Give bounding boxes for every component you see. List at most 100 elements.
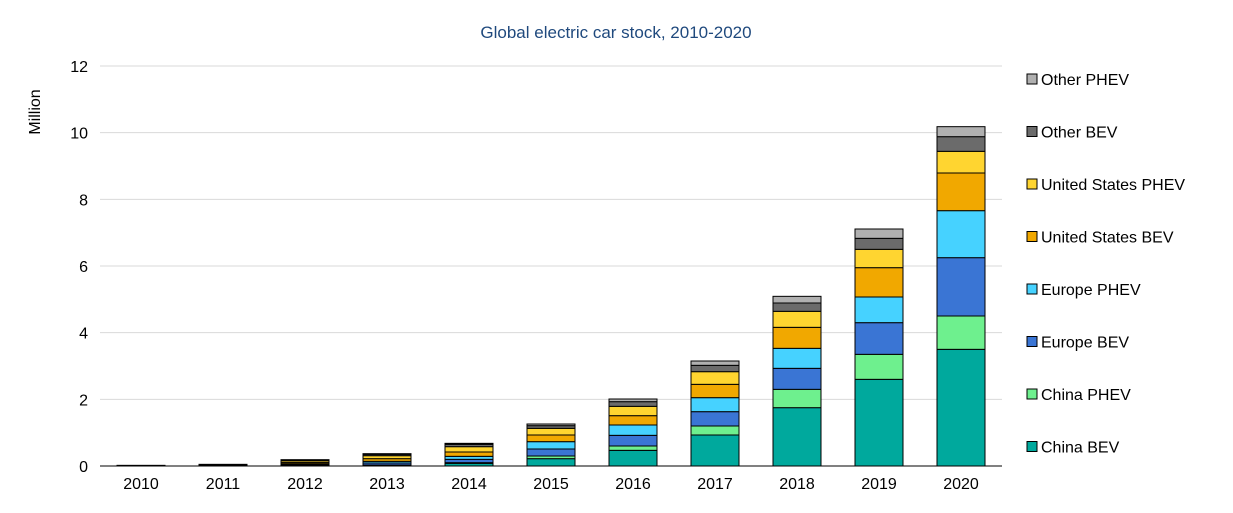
bar-segment xyxy=(936,348,986,467)
bar-segment xyxy=(854,353,904,380)
legend-swatch xyxy=(1026,388,1038,400)
bar-segment xyxy=(444,442,494,445)
bar-segment xyxy=(854,378,904,467)
legend-label: China PHEV xyxy=(1041,387,1131,404)
bar-segment xyxy=(444,446,494,453)
y-tick-label: 4 xyxy=(79,326,88,343)
bar-segment xyxy=(690,364,740,373)
bar-stack-2016 xyxy=(608,398,658,467)
bar-segment xyxy=(526,427,576,436)
bar-segment xyxy=(608,445,658,451)
bar-stack-2015 xyxy=(526,423,576,467)
bar-segment xyxy=(854,322,904,355)
bars xyxy=(116,126,986,467)
x-tick-label: 2017 xyxy=(697,476,733,493)
legend-label: United States BEV xyxy=(1041,230,1174,247)
bar-segment xyxy=(936,126,986,138)
gridlines xyxy=(100,65,1002,400)
bar-segment xyxy=(362,453,412,455)
y-tick-label: 10 xyxy=(70,126,88,143)
x-tick-label: 2020 xyxy=(943,476,979,493)
bar-segment xyxy=(854,296,904,324)
bar-stack-2013 xyxy=(362,453,412,467)
bar-segment xyxy=(936,210,986,259)
legend-label: United States PHEV xyxy=(1041,177,1185,194)
legend-item: Europe BEV xyxy=(1026,335,1129,352)
legend-swatch xyxy=(1026,336,1038,347)
x-tick-label: 2012 xyxy=(287,476,323,493)
legend-item: United States PHEV xyxy=(1026,177,1185,194)
bar-segment xyxy=(690,383,740,399)
legend-label: Other PHEV xyxy=(1041,72,1129,89)
bar-stack-2018 xyxy=(772,295,822,467)
legend-label: China BEV xyxy=(1041,440,1120,457)
bar-segment xyxy=(608,401,658,407)
bar-segment xyxy=(936,172,986,212)
bar-segment xyxy=(936,257,986,317)
x-axis-ticks: 2010 2011 2012 2013 2014 2015 2016 2017 2018 2019… xyxy=(123,476,979,493)
bar-segment xyxy=(690,425,740,436)
bar-segment xyxy=(772,310,822,328)
legend-item: Other BEV xyxy=(1026,125,1118,142)
x-tick-label: 2019 xyxy=(861,476,897,493)
bar-segment xyxy=(690,397,740,413)
bar-segment xyxy=(936,150,986,174)
bar-segment xyxy=(772,407,822,467)
bar-segment xyxy=(772,388,822,409)
legend-swatch xyxy=(1026,231,1038,242)
bar-segment xyxy=(690,371,740,385)
bar-segment xyxy=(772,367,822,390)
legend-label: Other BEV xyxy=(1041,125,1118,142)
legend-swatch xyxy=(1026,283,1038,295)
bar-segment xyxy=(608,449,658,467)
bar-stack-2017 xyxy=(690,360,740,467)
bar-stack-2019 xyxy=(854,228,904,467)
bar-segment xyxy=(772,347,822,369)
y-tick-label: 6 xyxy=(79,259,88,276)
x-tick-label: 2011 xyxy=(206,476,241,493)
bar-segment xyxy=(690,411,740,427)
y-tick-label: 12 xyxy=(70,59,88,76)
x-tick-label: 2016 xyxy=(615,476,651,493)
y-tick-label: 2 xyxy=(79,392,88,409)
y-tick-label: 8 xyxy=(79,192,88,209)
bar-segment xyxy=(608,424,658,436)
bar-segment xyxy=(854,228,904,239)
x-tick-label: 2013 xyxy=(369,476,405,493)
bar-segment xyxy=(526,423,576,427)
legend-item: China BEV xyxy=(1026,440,1120,457)
bar-segment xyxy=(608,415,658,426)
bar-segment xyxy=(608,398,658,403)
bar-segment xyxy=(772,326,822,349)
bar-segment xyxy=(772,302,822,312)
bar-segment xyxy=(526,448,576,457)
chart-title: Global electric car stock, 2010-2020 xyxy=(480,23,751,42)
legend-label: Europe PHEV xyxy=(1041,282,1141,299)
y-axis-label: Million xyxy=(27,89,44,134)
legend-item: Other PHEV xyxy=(1026,72,1129,89)
bar-segment xyxy=(608,405,658,417)
bar-segment xyxy=(526,458,576,467)
bar-stack-2020 xyxy=(936,126,986,467)
x-tick-label: 2015 xyxy=(533,476,569,493)
bar-stack-2012 xyxy=(280,459,330,467)
y-tick-label: 0 xyxy=(79,459,88,476)
legend-item: China PHEV xyxy=(1026,387,1131,404)
bar-segment xyxy=(936,315,986,350)
bar-stack-2014 xyxy=(444,442,494,467)
x-tick-label: 2014 xyxy=(451,476,487,493)
legend-item: Europe PHEV xyxy=(1026,282,1141,299)
legend-swatch xyxy=(1026,126,1038,137)
legend-item: United States BEV xyxy=(1026,230,1174,247)
bar-segment xyxy=(854,248,904,269)
bar-segment xyxy=(444,451,494,457)
bar-segment xyxy=(526,441,576,450)
bar-segment xyxy=(526,434,576,443)
legend: Other PHEV Other BEV United States PHEV Uni… xyxy=(1026,72,1185,457)
bar-segment xyxy=(936,136,986,152)
bar-segment xyxy=(690,434,740,467)
x-tick-label: 2018 xyxy=(779,476,815,493)
legend-label: Europe BEV xyxy=(1041,335,1129,352)
